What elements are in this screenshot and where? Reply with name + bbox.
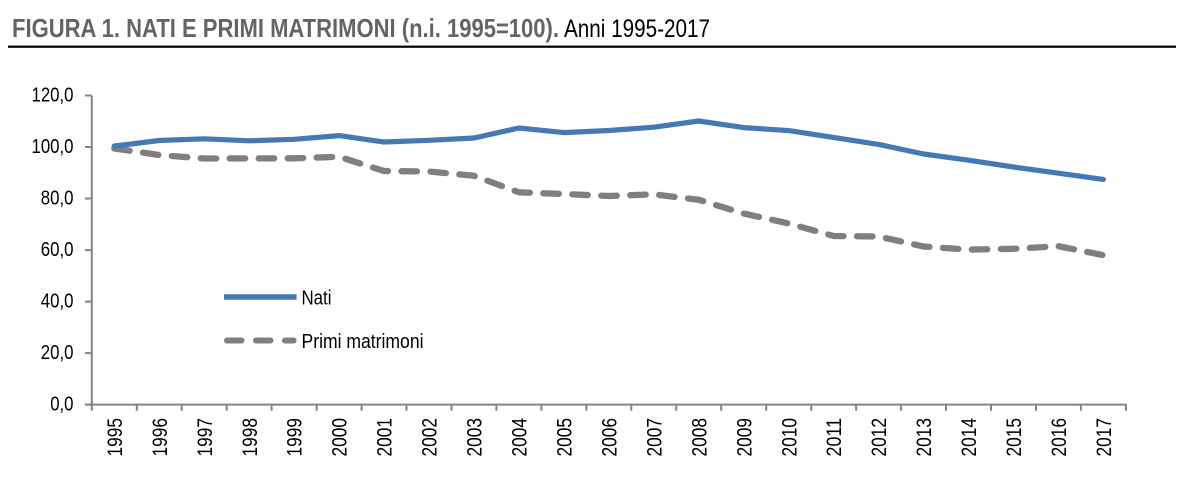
svg-text:2014: 2014 [958, 418, 981, 457]
svg-text:2012: 2012 [868, 418, 891, 457]
svg-text:20,0: 20,0 [41, 342, 74, 364]
svg-text:2002: 2002 [419, 418, 442, 457]
svg-text:40,0: 40,0 [41, 291, 74, 313]
svg-text:Primi matrimoni: Primi matrimoni [302, 331, 424, 353]
svg-text:1999: 1999 [284, 418, 307, 457]
svg-text:2017: 2017 [1093, 418, 1116, 457]
svg-text:2006: 2006 [598, 418, 621, 457]
svg-text:80,0: 80,0 [41, 188, 74, 210]
svg-text:100,0: 100,0 [32, 136, 74, 158]
svg-text:2011: 2011 [823, 418, 846, 457]
svg-text:120,0: 120,0 [32, 85, 74, 107]
svg-text:2001: 2001 [374, 418, 397, 457]
svg-text:1996: 1996 [149, 418, 172, 457]
svg-text:2008: 2008 [688, 418, 711, 457]
svg-text:1997: 1997 [194, 418, 217, 457]
svg-text:2000: 2000 [329, 418, 352, 457]
svg-text:2016: 2016 [1048, 418, 1071, 457]
svg-text:2007: 2007 [643, 418, 666, 457]
svg-text:Anni 1995-2017: Anni 1995-2017 [564, 15, 710, 43]
svg-text:2015: 2015 [1003, 418, 1026, 457]
svg-text:2013: 2013 [913, 418, 936, 457]
svg-text:0,0: 0,0 [50, 394, 73, 416]
svg-text:2004: 2004 [509, 418, 532, 457]
svg-text:60,0: 60,0 [41, 239, 74, 261]
svg-text:2005: 2005 [554, 418, 577, 457]
svg-text:2010: 2010 [778, 418, 801, 457]
svg-text:1998: 1998 [239, 418, 262, 457]
svg-text:2009: 2009 [733, 418, 756, 457]
svg-text:FIGURA 1. NATI E PRIMI MATRIMO: FIGURA 1. NATI E PRIMI MATRIMONI (n.i. 1… [12, 13, 559, 43]
svg-text:1995: 1995 [104, 418, 127, 457]
svg-text:2003: 2003 [464, 418, 487, 457]
svg-text:Nati: Nati [302, 287, 332, 309]
